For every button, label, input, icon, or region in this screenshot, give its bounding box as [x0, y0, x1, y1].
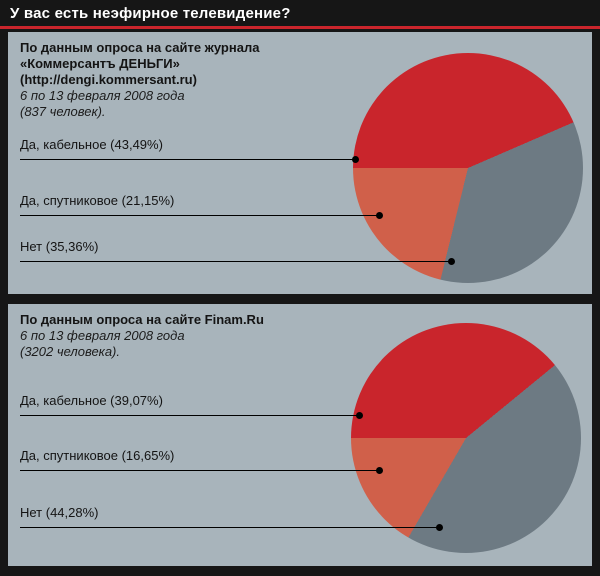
slice-label-satellite: Да, спутниковое (21,15%) — [20, 192, 383, 219]
slice-label-text: Да, кабельное (39,07%) — [20, 393, 163, 408]
source-text-kommersant: По данным опроса на сайте журнала «Комме… — [20, 40, 259, 120]
poll-respondents: (837 человек). — [20, 104, 106, 119]
poll-dates: 6 по 13 февраля 2008 года — [20, 88, 185, 103]
source-text-finam: По данным опроса на сайте Finam.Ru 6 по … — [20, 312, 264, 360]
accent-divider — [0, 26, 600, 29]
slice-label-text: Да, спутниковое (16,65%) — [20, 448, 175, 463]
pie-chart-finam — [351, 323, 581, 553]
slice-label-cable: Да, кабельное (39,07%) — [20, 392, 363, 419]
poll-dates: 6 по 13 февраля 2008 года — [20, 328, 185, 343]
slice-label-no: Нет (44,28%) — [20, 504, 443, 531]
panel-finam-poll: По данным опроса на сайте Finam.Ru 6 по … — [8, 304, 592, 566]
slice-label-text: Нет (44,28%) — [20, 505, 99, 520]
slice-label-cable: Да, кабельное (43,49%) — [20, 136, 359, 163]
slice-label-satellite: Да, спутниковое (16,65%) — [20, 447, 383, 474]
slice-label-no: Нет (35,36%) — [20, 238, 455, 265]
panel-kommersant-poll: По данным опроса на сайте журнала «Комме… — [8, 32, 592, 294]
source-url: (http://dengi.kommersant.ru) — [20, 72, 197, 87]
slice-label-text: Да, спутниковое (21,15%) — [20, 193, 175, 208]
slice-label-text: Нет (35,36%) — [20, 239, 99, 254]
source-line: «Коммерсантъ ДЕНЬГИ» — [20, 56, 180, 71]
pie-chart-kommersant — [353, 53, 583, 283]
header: У вас есть неэфирное телевидение? — [0, 0, 600, 26]
source-line: По данным опроса на сайте Finam.Ru — [20, 312, 264, 327]
source-line: По данным опроса на сайте журнала — [20, 40, 260, 55]
poll-respondents: (3202 человека). — [20, 344, 120, 359]
page-title: У вас есть неэфирное телевидение? — [10, 4, 291, 22]
slice-label-text: Да, кабельное (43,49%) — [20, 137, 163, 152]
